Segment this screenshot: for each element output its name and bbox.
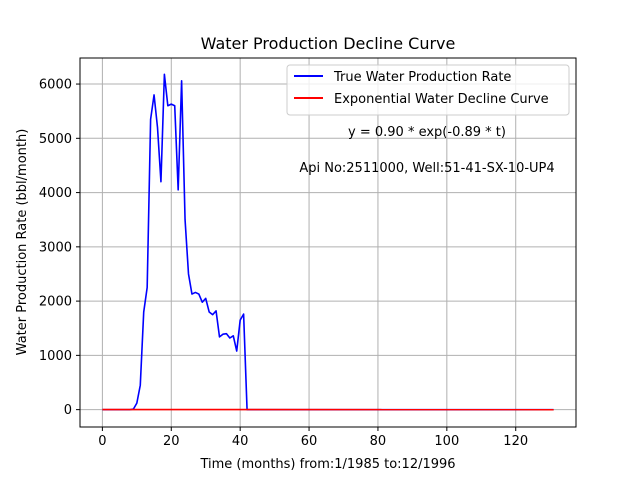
plot-frame	[79, 57, 577, 428]
well-info-annotation: Api No:2511000, Well:51-41-SX-10-UP4	[299, 161, 554, 176]
y-tick-label: 1000	[39, 349, 72, 364]
axis-ticks: 0 20 40 60 80 100 120 0 1000 2000 3000 4000 5000 6000	[39, 78, 528, 449]
x-tick-label: 60	[301, 434, 318, 449]
legend-box	[286, 64, 570, 116]
legend-label-true-rate: True Water Production Rate	[333, 70, 511, 85]
y-tick-label: 4000	[39, 186, 72, 201]
legend-label-exponential: Exponential Water Decline Curve	[334, 92, 549, 107]
x-tick-label: 0	[98, 434, 106, 449]
y-tick-label: 0	[64, 403, 72, 418]
x-tick-label: 20	[163, 434, 180, 449]
x-tick-label: 120	[503, 434, 528, 449]
y-tick-label: 5000	[39, 132, 72, 147]
chart-legend: True Water Production Rate Exponential W…	[286, 64, 570, 116]
plot-series	[102, 73, 554, 411]
chart-title: Water Production Decline Curve	[201, 34, 456, 53]
y-tick-label: 2000	[39, 295, 72, 310]
fit-equation-annotation: y = 0.90 * exp(-0.89 * t)	[348, 125, 506, 140]
x-tick-label: 80	[370, 434, 387, 449]
x-axis-label: Time (months) from:1/1985 to:12/1996	[199, 457, 455, 472]
x-tick-label: 100	[434, 434, 459, 449]
x-tick-label: 40	[232, 434, 249, 449]
y-tick-label: 6000	[39, 78, 72, 93]
y-tick-label: 3000	[39, 240, 72, 255]
y-axis-label: Water Production Rate (bbl/month)	[15, 129, 30, 356]
